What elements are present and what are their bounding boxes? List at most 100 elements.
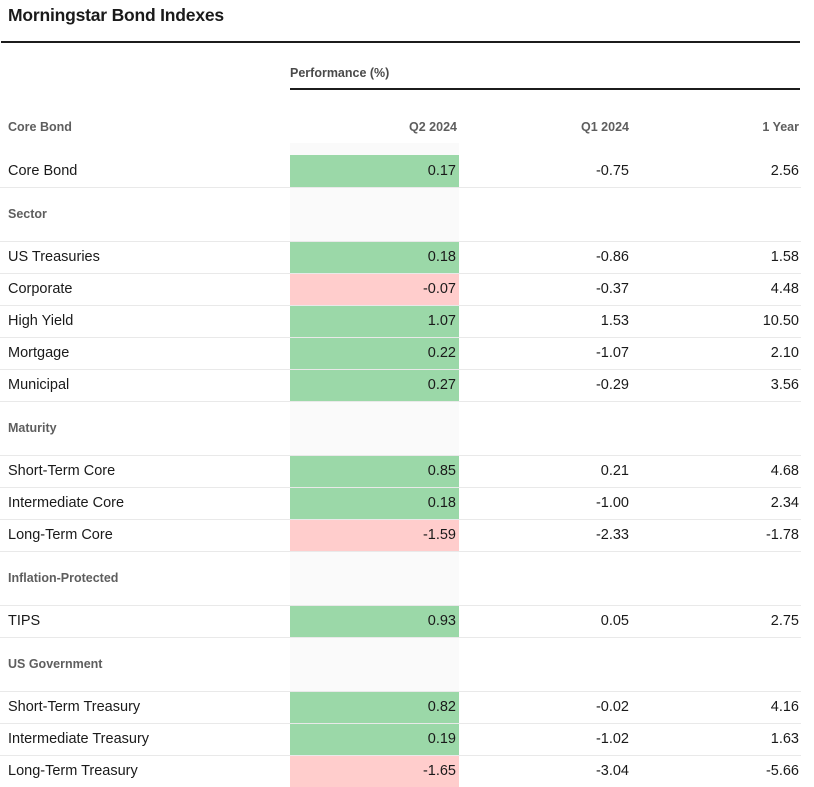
q1-2024-value-cell: -0.29 xyxy=(459,369,631,402)
row-label: US Treasuries xyxy=(0,241,290,274)
q1-2024-value-cell: -0.02 xyxy=(459,691,631,724)
q2-2024-value-cell: 0.85 xyxy=(290,455,459,488)
row-label: Short-Term Treasury xyxy=(0,691,290,724)
q2-2024-value-cell: 0.22 xyxy=(290,337,459,370)
column-band-cell xyxy=(290,401,459,456)
table-row: Municipal 0.27 -0.29 3.56 xyxy=(0,369,801,402)
spacer-cell xyxy=(0,143,290,155)
performance-group-header: Performance (%) xyxy=(290,66,390,80)
row-label: Intermediate Treasury xyxy=(0,723,290,756)
empty-cell xyxy=(459,187,631,242)
q2-2024-value-cell: 0.18 xyxy=(290,241,459,274)
q2-2024-value-cell: 0.17 xyxy=(290,155,459,188)
column-header-q2-2024: Q2 2024 xyxy=(409,120,457,134)
empty-cell xyxy=(631,551,801,606)
bond-index-table: Core Bond Q2 2024 Q1 2024 1 Year Core Bo… xyxy=(0,90,801,787)
one-year-value-cell: 10.50 xyxy=(631,305,801,338)
one-year-value-cell: -1.78 xyxy=(631,519,801,552)
column-band-cell xyxy=(290,187,459,242)
section-label: Inflation-Protected xyxy=(0,551,290,606)
column-band-cell xyxy=(290,637,459,692)
empty-cell xyxy=(631,637,801,692)
one-year-value-cell: 4.16 xyxy=(631,691,801,724)
q2-2024-value-cell: -0.07 xyxy=(290,273,459,306)
performance-group-divider xyxy=(290,88,800,90)
row-label: Short-Term Core xyxy=(0,455,290,488)
section-header-row: Sector xyxy=(0,187,801,242)
table-row: Intermediate Core 0.18 -1.00 2.34 xyxy=(0,487,801,520)
one-year-value-cell: 1.63 xyxy=(631,723,801,756)
table-row: US Treasuries 0.18 -0.86 1.58 xyxy=(0,241,801,274)
table-body: Core Bond 0.17 -0.75 2.56 Sector US Treasurie… xyxy=(0,155,801,787)
q1-2024-value-cell: 0.21 xyxy=(459,455,631,488)
q1-2024-value-cell: 0.05 xyxy=(459,605,631,638)
empty-cell xyxy=(459,637,631,692)
spacer-cell xyxy=(631,143,801,155)
column-header-q1-2024: Q1 2024 xyxy=(581,120,629,134)
one-year-value-cell: 2.75 xyxy=(631,605,801,638)
q2-2024-value-cell: -1.59 xyxy=(290,519,459,552)
one-year-value-cell: -5.66 xyxy=(631,755,801,787)
table-row: Corporate -0.07 -0.37 4.48 xyxy=(0,273,801,306)
row-label: TIPS xyxy=(0,605,290,638)
empty-cell xyxy=(631,401,801,456)
section-label: Sector xyxy=(0,187,290,242)
section-label: US Government xyxy=(0,637,290,692)
table-row: Long-Term Treasury -1.65 -3.04 -5.66 xyxy=(0,755,801,787)
one-year-value-cell: 2.10 xyxy=(631,337,801,370)
one-year-value-cell: 3.56 xyxy=(631,369,801,402)
q2-2024-value-cell: 0.93 xyxy=(290,605,459,638)
q2-2024-value-cell: 0.82 xyxy=(290,691,459,724)
page-title: Morningstar Bond Indexes xyxy=(8,5,224,25)
row-label: Core Bond xyxy=(0,155,290,188)
q1-2024-value-cell: -0.86 xyxy=(459,241,631,274)
row-label: Intermediate Core xyxy=(0,487,290,520)
q1-2024-value-cell: -1.02 xyxy=(459,723,631,756)
table-row: Short-Term Treasury 0.82 -0.02 4.16 xyxy=(0,691,801,724)
q1-2024-value-cell: -2.33 xyxy=(459,519,631,552)
row-label: Long-Term Core xyxy=(0,519,290,552)
section-header-row: US Government xyxy=(0,637,801,692)
one-year-value-cell: 1.58 xyxy=(631,241,801,274)
table-row: Intermediate Treasury 0.19 -1.02 1.63 xyxy=(0,723,801,756)
row-label: High Yield xyxy=(0,305,290,338)
q2-2024-value-cell: 0.19 xyxy=(290,723,459,756)
row-label: Municipal xyxy=(0,369,290,402)
q1-2024-value-cell: -0.37 xyxy=(459,273,631,306)
empty-cell xyxy=(631,187,801,242)
table-row: Short-Term Core 0.85 0.21 4.68 xyxy=(0,455,801,488)
title-divider xyxy=(1,41,800,43)
table-row: High Yield 1.07 1.53 10.50 xyxy=(0,305,801,338)
spacer-cell xyxy=(459,143,631,155)
column-band-spacer xyxy=(290,143,459,155)
table-row: Mortgage 0.22 -1.07 2.10 xyxy=(0,337,801,370)
q2-2024-value-cell: 0.27 xyxy=(290,369,459,402)
row-label: Corporate xyxy=(0,273,290,306)
table-row: Core Bond 0.17 -0.75 2.56 xyxy=(0,155,801,188)
table-row: Long-Term Core -1.59 -2.33 -1.78 xyxy=(0,519,801,552)
q1-2024-value-cell: -1.00 xyxy=(459,487,631,520)
column-header-row: Core Bond Q2 2024 Q1 2024 1 Year xyxy=(0,90,801,143)
one-year-value-cell: 4.68 xyxy=(631,455,801,488)
q2-2024-value-cell: 1.07 xyxy=(290,305,459,338)
one-year-value-cell: 2.34 xyxy=(631,487,801,520)
q1-2024-value-cell: 1.53 xyxy=(459,305,631,338)
section-label: Maturity xyxy=(0,401,290,456)
empty-cell xyxy=(459,551,631,606)
column-header-1-year: 1 Year xyxy=(762,120,799,134)
empty-cell xyxy=(459,401,631,456)
header-spacer-row xyxy=(0,143,801,155)
q1-2024-value-cell: -3.04 xyxy=(459,755,631,787)
table-row: TIPS 0.93 0.05 2.75 xyxy=(0,605,801,638)
section-header-row: Maturity xyxy=(0,401,801,456)
q2-2024-value-cell: -1.65 xyxy=(290,755,459,787)
one-year-value-cell: 2.56 xyxy=(631,155,801,188)
row-label: Long-Term Treasury xyxy=(0,755,290,787)
column-band-cell xyxy=(290,551,459,606)
row-label: Mortgage xyxy=(0,337,290,370)
section-label-core-bond: Core Bond xyxy=(8,120,72,134)
q2-2024-value-cell: 0.18 xyxy=(290,487,459,520)
q1-2024-value-cell: -0.75 xyxy=(459,155,631,188)
one-year-value-cell: 4.48 xyxy=(631,273,801,306)
